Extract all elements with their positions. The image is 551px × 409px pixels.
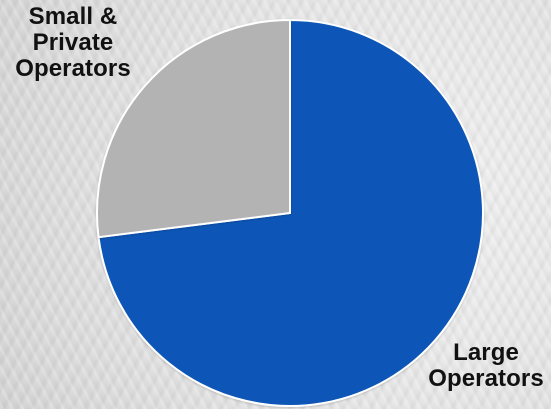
pie-slice-small-private-operators [96, 18, 291, 239]
slice-label-small-private-operators: Small & Private Operators [8, 4, 138, 82]
slice-label-line: Private [32, 28, 114, 56]
slice-label-large-operators: Large Operators [423, 340, 549, 392]
slice-label-line: Large [453, 339, 519, 366]
slice-label-line: Small & [28, 3, 118, 30]
slice-label-line: Operators [428, 364, 544, 392]
slice-label-line: Operators [15, 54, 131, 82]
